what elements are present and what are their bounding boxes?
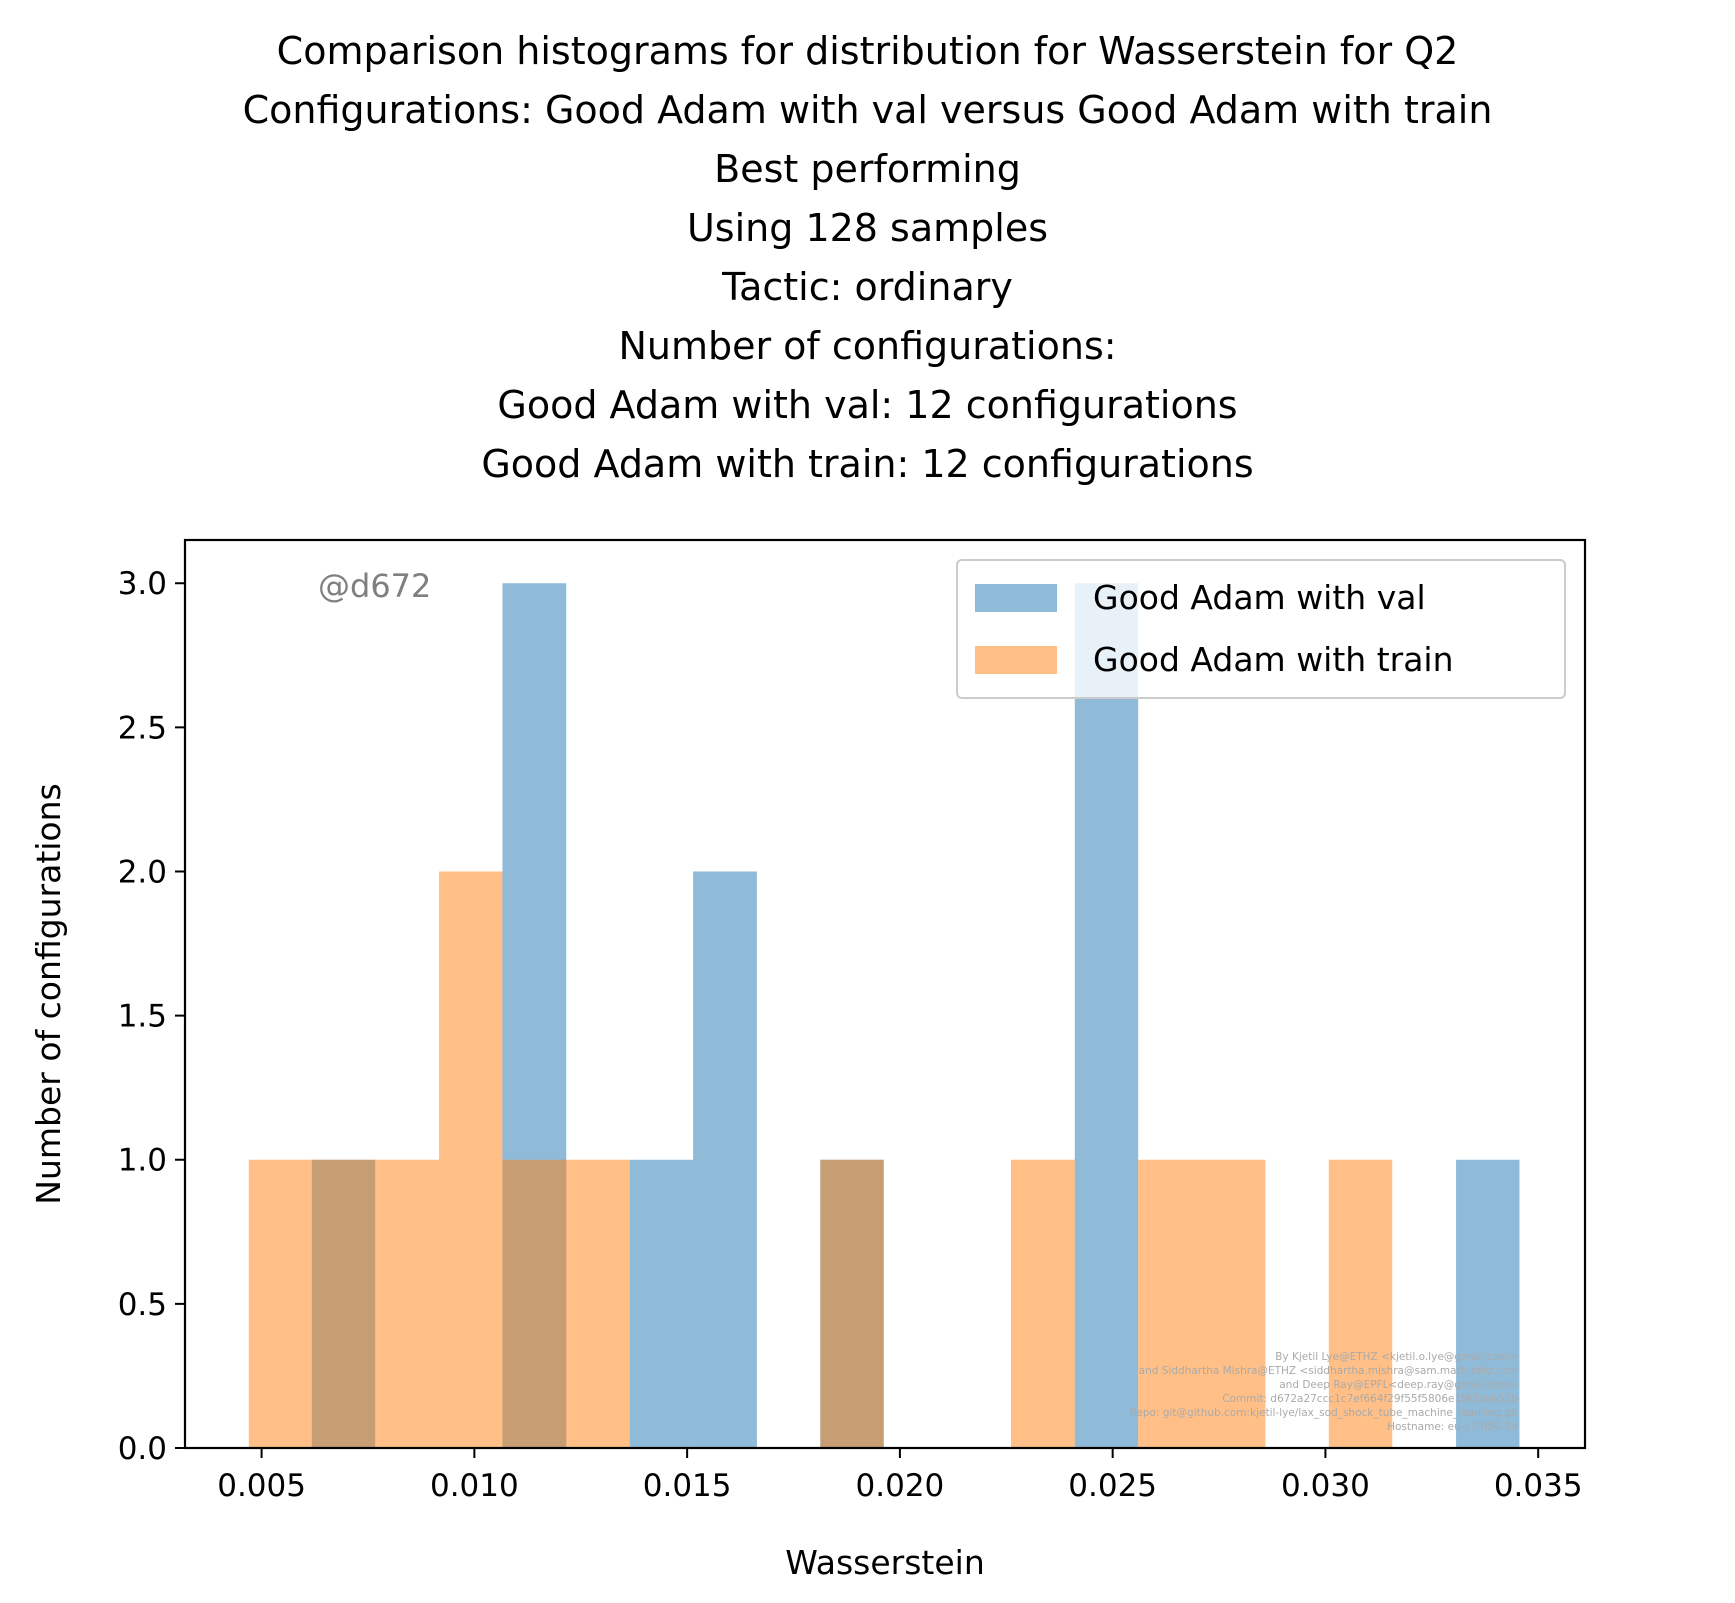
title-line-4: Using 128 samples xyxy=(686,206,1049,250)
bar-series2-bin15 xyxy=(1138,1159,1202,1448)
x-tick-label: 0.025 xyxy=(1068,1468,1157,1504)
legend-frame xyxy=(956,559,1566,699)
y-tick-label: 3.0 xyxy=(118,566,167,602)
credits-line: and Deep Ray@EPFL<deep.ray@gmail.com> xyxy=(1279,1379,1518,1391)
title-line-3: Best performing xyxy=(714,147,1021,191)
x-tick-label: 0.030 xyxy=(1281,1468,1370,1504)
chart-title: Comparison histograms for distribution f… xyxy=(0,22,1735,494)
histogram-bars xyxy=(248,583,1520,1448)
credits-block: By Kjetil Lye@ETHZ <kjetil.o.lye@gmail.c… xyxy=(1130,1351,1519,1433)
credits-line: Hostname: eu-c7-056-14 xyxy=(1387,1421,1518,1433)
legend: Good Adam with val Good Adam with train xyxy=(956,559,1566,699)
x-tick-label: 0.010 xyxy=(430,1468,519,1504)
y-axis-label: Number of configurations xyxy=(29,783,68,1204)
title-line-1: Comparison histograms for distribution f… xyxy=(276,29,1459,73)
title-line-8: Good Adam with train: 12 configurations xyxy=(481,442,1254,486)
legend-label: Good Adam with train xyxy=(1093,640,1454,679)
title-line-5: Tactic: ordinary xyxy=(722,265,1013,309)
bar-series2-bin2 xyxy=(311,1159,376,1448)
plot-frame xyxy=(183,538,1587,1450)
credits-line: Repo: git@github.com:kjetil-lye/lax_sod_… xyxy=(1130,1407,1518,1419)
x-tick-label: 0.005 xyxy=(217,1468,306,1504)
bar-series2-bin4 xyxy=(439,871,503,1448)
x-axis-label: Wasserstein xyxy=(785,1543,985,1582)
x-tick-label: 0.015 xyxy=(643,1468,732,1504)
bar-series2-bin6 xyxy=(566,1159,630,1448)
annotation-text: @d672 xyxy=(318,567,431,605)
bar-series2-bin3 xyxy=(375,1159,440,1448)
bar-series1-bin19 xyxy=(1456,1159,1520,1448)
y-tick-label: 0.0 xyxy=(118,1431,167,1467)
bar-series2-bin5 xyxy=(502,1159,567,1448)
credits-line: Commit: d672a27ccc1c7ef664f29f55f5806e1f… xyxy=(1222,1393,1518,1405)
bar-series2-bin16 xyxy=(1201,1159,1266,1448)
title-line-6: Number of configurations: xyxy=(618,324,1117,368)
title-line-2: Configurations: Good Adam with val versu… xyxy=(242,88,1493,132)
x-tick-label: 0.020 xyxy=(856,1468,945,1504)
y-tick-label: 0.5 xyxy=(118,1287,167,1323)
axis-ticks: 0.005 0.010 0.015 0.020 0.025 0.030 0.035 0.0 0.… xyxy=(118,566,1583,1504)
y-tick-label: 1.0 xyxy=(118,1143,167,1179)
y-tick-label: 1.5 xyxy=(118,999,167,1035)
legend-swatch xyxy=(975,584,1057,612)
bar-series1-bin7 xyxy=(693,871,757,1448)
x-tick-label: 0.035 xyxy=(1494,1468,1583,1504)
credits-line: By Kjetil Lye@ETHZ <kjetil.o.lye@gmail.c… xyxy=(1275,1351,1518,1363)
credits-line: and Siddhartha Mishra@ETHZ <siddhartha.m… xyxy=(1139,1365,1518,1377)
bar-series2-bin18 xyxy=(1328,1159,1393,1448)
bar-series2-bin1 xyxy=(248,1159,312,1448)
legend-label: Good Adam with val xyxy=(1093,578,1426,617)
y-tick-label: 2.0 xyxy=(118,854,167,890)
legend-swatch xyxy=(975,646,1057,674)
y-tick-label: 2.5 xyxy=(118,710,167,746)
bar-series1-bin13 xyxy=(1074,583,1139,1448)
bar-series1-bin6 xyxy=(629,1159,694,1448)
title-line-7: Good Adam with val: 12 configurations xyxy=(497,383,1238,427)
bar-series2-bin10 xyxy=(820,1159,884,1448)
bar-series2-bin13 xyxy=(1010,1159,1075,1448)
